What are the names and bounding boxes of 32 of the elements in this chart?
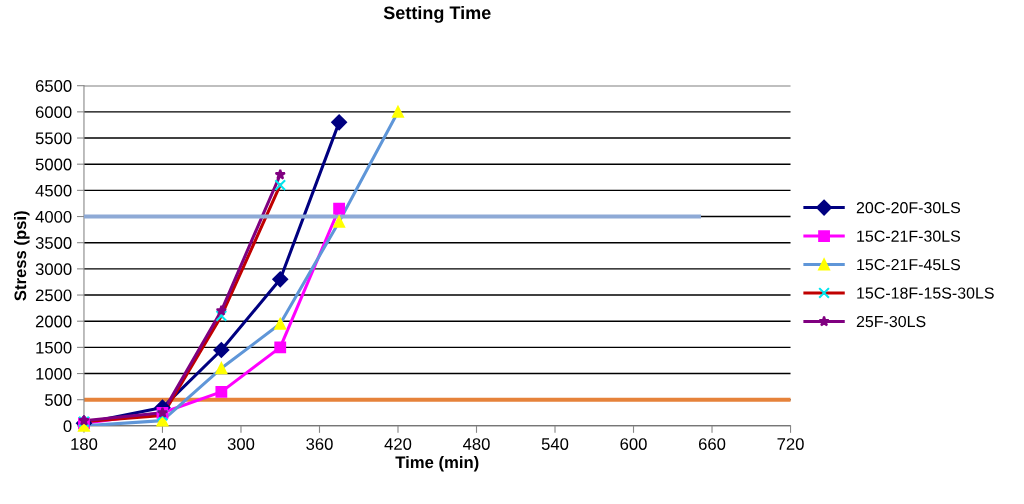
x-tick-label: 600 bbox=[620, 438, 647, 450]
x-tick-label: 180 bbox=[71, 438, 98, 450]
y-tick-label: 2000 bbox=[35, 315, 72, 328]
y-tick-label: 4000 bbox=[35, 210, 72, 223]
y-tick-label: 0 bbox=[63, 420, 72, 433]
y-tick-label: 4500 bbox=[35, 184, 72, 197]
legend-label: 15C-21F-30LS bbox=[857, 230, 961, 242]
chart-title: Setting Time bbox=[383, 5, 491, 23]
x-tick-label: 540 bbox=[541, 438, 569, 450]
x-tick-label: 360 bbox=[306, 438, 333, 450]
x-tick-label: 660 bbox=[698, 438, 726, 450]
y-axis-title: Stress (psi) bbox=[14, 211, 30, 301]
y-tick-label: 2500 bbox=[35, 289, 72, 302]
x-tick-label: 720 bbox=[777, 438, 804, 450]
y-tick-label: 500 bbox=[45, 394, 72, 406]
x-tick-label: 480 bbox=[462, 438, 490, 450]
x-tick-label: 420 bbox=[384, 438, 412, 450]
y-tick-label: 6000 bbox=[35, 106, 72, 119]
y-tick-label: 5000 bbox=[35, 158, 72, 171]
x-tick-label: 300 bbox=[227, 438, 255, 450]
y-tick-label: 6500 bbox=[35, 80, 72, 92]
x-tick-label: 240 bbox=[149, 438, 176, 450]
y-tick-label: 3000 bbox=[35, 263, 72, 276]
legend-label: 15C-18F-15S-30LS bbox=[857, 287, 994, 299]
legend-label: 15C-21F-45LS bbox=[857, 258, 961, 271]
x-axis-title: Time (min) bbox=[395, 456, 479, 472]
y-tick-label: 5500 bbox=[35, 132, 72, 145]
legend-label: 25F-30LS bbox=[856, 315, 926, 328]
legend-label: 20C-20F-30LS bbox=[856, 202, 961, 214]
y-tick-label: 1000 bbox=[36, 367, 72, 380]
y-tick-label: 3500 bbox=[35, 237, 72, 249]
y-tick-label: 1500 bbox=[36, 341, 72, 354]
